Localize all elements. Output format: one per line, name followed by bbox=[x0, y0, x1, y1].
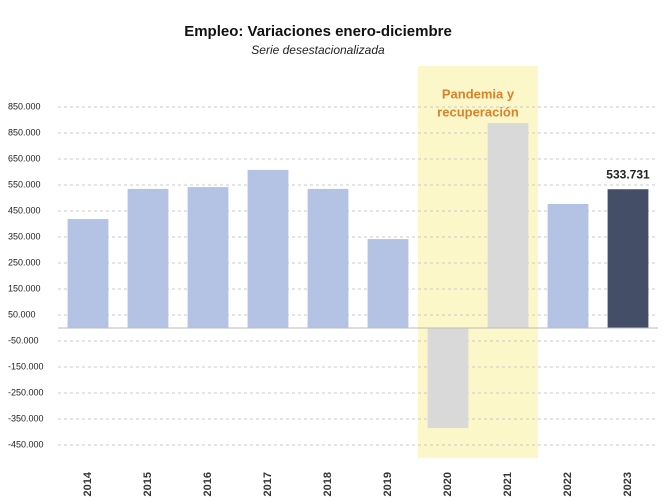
y-tick-label: -150.000 bbox=[8, 361, 44, 371]
bar bbox=[607, 189, 649, 328]
bar bbox=[427, 328, 469, 429]
y-tick-label: 50.000 bbox=[8, 309, 36, 319]
x-tick-label: 2016 bbox=[202, 472, 214, 496]
annotation: Pandemia y bbox=[442, 86, 515, 101]
y-tick-label: -250.000 bbox=[8, 387, 44, 397]
y-tick-label: 650.000 bbox=[8, 153, 41, 163]
bar bbox=[67, 219, 109, 328]
y-tick-label: -50.000 bbox=[8, 335, 39, 345]
bar bbox=[487, 123, 529, 329]
x-tick-label: 2019 bbox=[382, 472, 394, 496]
bar bbox=[547, 203, 589, 328]
y-tick-label: -450.000 bbox=[8, 439, 44, 449]
data-label: 533.731 bbox=[606, 167, 650, 181]
y-tick-label: 450.000 bbox=[8, 205, 41, 215]
y-tick-label: 150.000 bbox=[8, 283, 41, 293]
bar bbox=[127, 188, 169, 328]
y-tick-label: 550.000 bbox=[8, 179, 41, 189]
bar bbox=[247, 169, 289, 328]
y-tick-label: -350.000 bbox=[8, 413, 44, 423]
chart-title: Empleo: Variaciones enero-diciembre bbox=[184, 23, 452, 40]
bar bbox=[367, 239, 409, 328]
bar bbox=[187, 187, 229, 328]
x-tick-label: 2015 bbox=[142, 472, 154, 496]
y-tick-label: 850.000 bbox=[8, 101, 41, 111]
x-tick-label: 2021 bbox=[502, 472, 514, 496]
y-tick-label: 850.000 bbox=[8, 127, 41, 137]
x-tick-label: 2018 bbox=[322, 472, 334, 496]
x-tick-label: 2017 bbox=[262, 472, 274, 496]
bar bbox=[307, 188, 349, 328]
x-tick-label: 2022 bbox=[562, 472, 574, 496]
x-tick-label: 2014 bbox=[82, 471, 94, 496]
x-tick-label: 2023 bbox=[622, 472, 634, 496]
y-tick-label: 250.000 bbox=[8, 257, 41, 267]
y-tick-label: 350.000 bbox=[8, 231, 41, 241]
x-tick-label: 2020 bbox=[442, 472, 454, 496]
chart-subtitle: Serie desestacionalizada bbox=[251, 43, 385, 57]
annotation: recuperación bbox=[437, 104, 519, 119]
